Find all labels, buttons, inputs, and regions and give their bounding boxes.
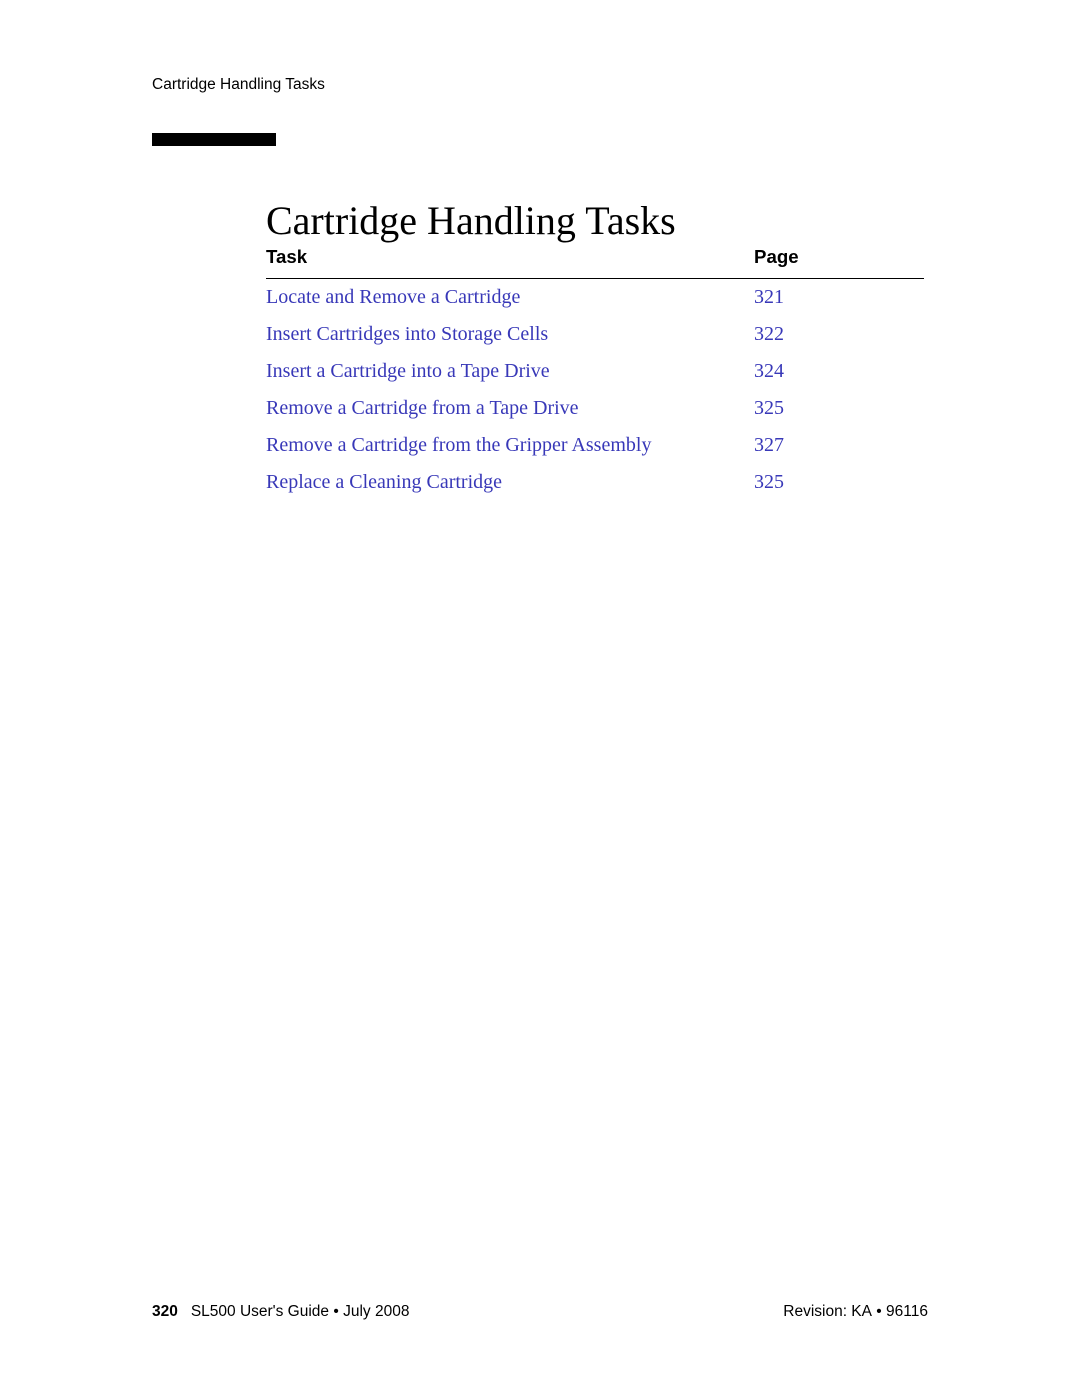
table-row: Insert Cartridges into Storage Cells 322: [266, 316, 924, 353]
footer-page-number: 320: [152, 1303, 178, 1320]
page-cell: 325: [754, 464, 924, 501]
table-row: Insert a Cartridge into a Tape Drive 324: [266, 353, 924, 390]
page-link[interactable]: 325: [754, 471, 784, 493]
column-header-task: Task: [266, 246, 754, 279]
task-link[interactable]: Remove a Cartridge from a Tape Drive: [266, 397, 579, 419]
document-page: Cartridge Handling Tasks Cartridge Handl…: [0, 0, 1080, 1397]
task-cell: Insert Cartridges into Storage Cells: [266, 316, 754, 353]
page-title: Cartridge Handling Tasks: [266, 197, 676, 244]
page-link[interactable]: 322: [754, 323, 784, 345]
page-link[interactable]: 325: [754, 397, 784, 419]
table-body: Locate and Remove a Cartridge 321 Insert C…: [266, 279, 924, 502]
table-row: Remove a Cartridge from a Tape Drive 325: [266, 390, 924, 427]
page-link[interactable]: 327: [754, 434, 784, 456]
task-link[interactable]: Insert a Cartridge into a Tape Drive: [266, 360, 550, 382]
page-cell: 322: [754, 316, 924, 353]
task-index-table: Task Page Locate and Remove a Cartridge 3…: [266, 246, 924, 501]
task-link[interactable]: Remove a Cartridge from the Gripper Asse…: [266, 434, 651, 456]
footer-left: 320 SL500 User's Guide • July 2008: [152, 1303, 409, 1321]
task-cell: Locate and Remove a Cartridge: [266, 279, 754, 317]
task-cell: Remove a Cartridge from a Tape Drive: [266, 390, 754, 427]
task-link[interactable]: Insert Cartridges into Storage Cells: [266, 323, 548, 345]
section-rule-bar: [152, 133, 276, 146]
footer-revision: Revision: KA • 96116: [783, 1303, 928, 1320]
page-cell: 321: [754, 279, 924, 317]
table-row: Replace a Cleaning Cartridge 325: [266, 464, 924, 501]
page-cell: 325: [754, 390, 924, 427]
task-link[interactable]: Locate and Remove a Cartridge: [266, 286, 520, 308]
footer-right: Revision: KA • 96116: [783, 1303, 928, 1321]
running-header: Cartridge Handling Tasks: [152, 76, 325, 94]
task-cell: Insert a Cartridge into a Tape Drive: [266, 353, 754, 390]
table-row: Remove a Cartridge from the Gripper Asse…: [266, 427, 924, 464]
table-header-row: Task Page: [266, 246, 924, 279]
page-cell: 327: [754, 427, 924, 464]
column-header-page: Page: [754, 246, 924, 279]
page-cell: 324: [754, 353, 924, 390]
task-link[interactable]: Replace a Cleaning Cartridge: [266, 471, 502, 493]
page-footer: 320 SL500 User's Guide • July 2008 Revis…: [152, 1303, 928, 1321]
table-row: Locate and Remove a Cartridge 321: [266, 279, 924, 317]
footer-doc-title: SL500 User's Guide • July 2008: [182, 1303, 409, 1320]
page-link[interactable]: 324: [754, 360, 784, 382]
task-cell: Replace a Cleaning Cartridge: [266, 464, 754, 501]
page-link[interactable]: 321: [754, 286, 784, 308]
task-cell: Remove a Cartridge from the Gripper Asse…: [266, 427, 754, 464]
